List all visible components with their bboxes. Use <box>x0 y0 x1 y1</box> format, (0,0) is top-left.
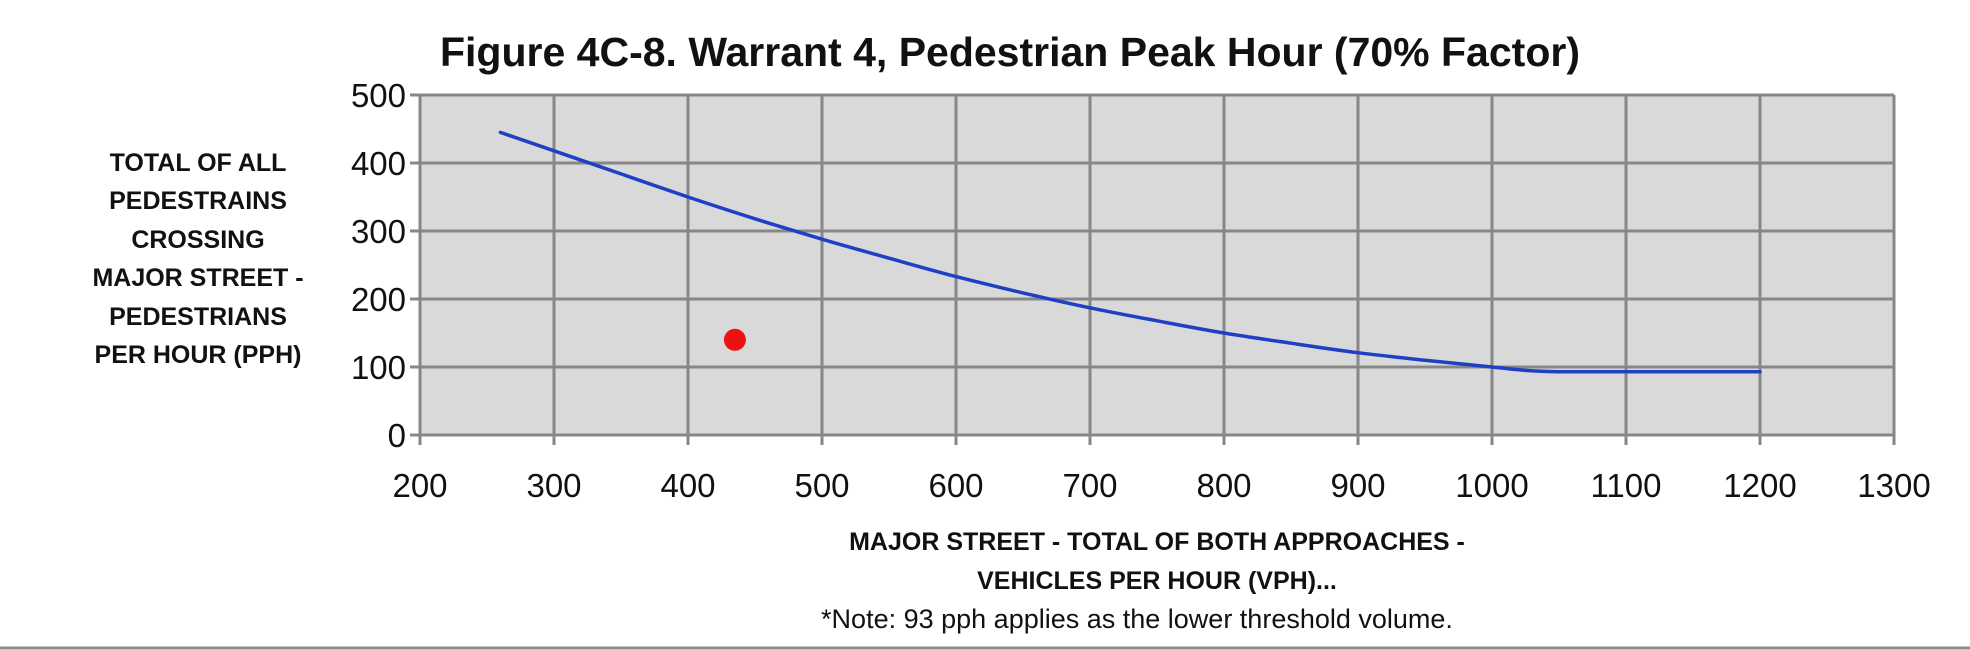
y-axis-label-line: PER HOUR (PPH) <box>95 341 302 369</box>
x-tick-label: 600 <box>928 467 983 504</box>
grid-lines <box>418 93 1896 437</box>
y-tick-label: 400 <box>351 145 406 182</box>
y-axis-label-line: MAJOR STREET - <box>92 264 303 292</box>
x-tick-label: 400 <box>660 467 715 504</box>
plot-area <box>420 95 1894 435</box>
x-tick-label: 1200 <box>1723 467 1796 504</box>
warrant-threshold-curve <box>498 130 1762 374</box>
footnote: *Note: 93 pph applies as the lower thres… <box>821 604 1453 634</box>
x-tick-label: 1000 <box>1455 467 1528 504</box>
y-tick-label: 500 <box>351 77 406 114</box>
x-tick-label: 1300 <box>1857 467 1930 504</box>
x-tick-label: 1100 <box>1591 467 1662 504</box>
x-axis-label: MAJOR STREET - TOTAL OF BOTH APPROACHES … <box>849 528 1465 595</box>
x-tick-label: 700 <box>1062 467 1117 504</box>
y-axis-label-line: TOTAL OF ALL <box>110 149 287 177</box>
x-tick-label: 200 <box>392 467 447 504</box>
y-tick-label: 100 <box>351 349 406 386</box>
y-axis-label-line: PEDESTRAINS <box>109 187 287 215</box>
y-axis-label-line: CROSSING <box>131 226 264 254</box>
data-point-marker <box>723 328 746 351</box>
x-tick-label: 300 <box>526 467 581 504</box>
x-tick-label: 900 <box>1330 467 1385 504</box>
y-axis-label: TOTAL OF ALL PEDESTRAINS CROSSING MAJOR … <box>92 149 303 369</box>
x-tick-label: 800 <box>1196 467 1251 504</box>
chart-title: Figure 4C-8. Warrant 4, Pedestrian Peak … <box>440 29 1580 75</box>
x-axis-label-line: VEHICLES PER HOUR (VPH)... <box>977 567 1337 595</box>
y-tick-label: 200 <box>351 281 406 318</box>
series-layer <box>498 130 1762 374</box>
axis-ticks: 200 300 400 500 600 700 800 900 1000 1100 1200 1300… <box>351 77 1931 504</box>
x-axis-label-line: MAJOR STREET - TOTAL OF BOTH APPROACHES … <box>849 528 1465 556</box>
x-tick-label: 500 <box>794 467 849 504</box>
y-axis-label-line: PEDESTRIANS <box>109 303 287 331</box>
y-tick-label: 300 <box>351 213 406 250</box>
y-tick-label: 0 <box>388 417 406 454</box>
